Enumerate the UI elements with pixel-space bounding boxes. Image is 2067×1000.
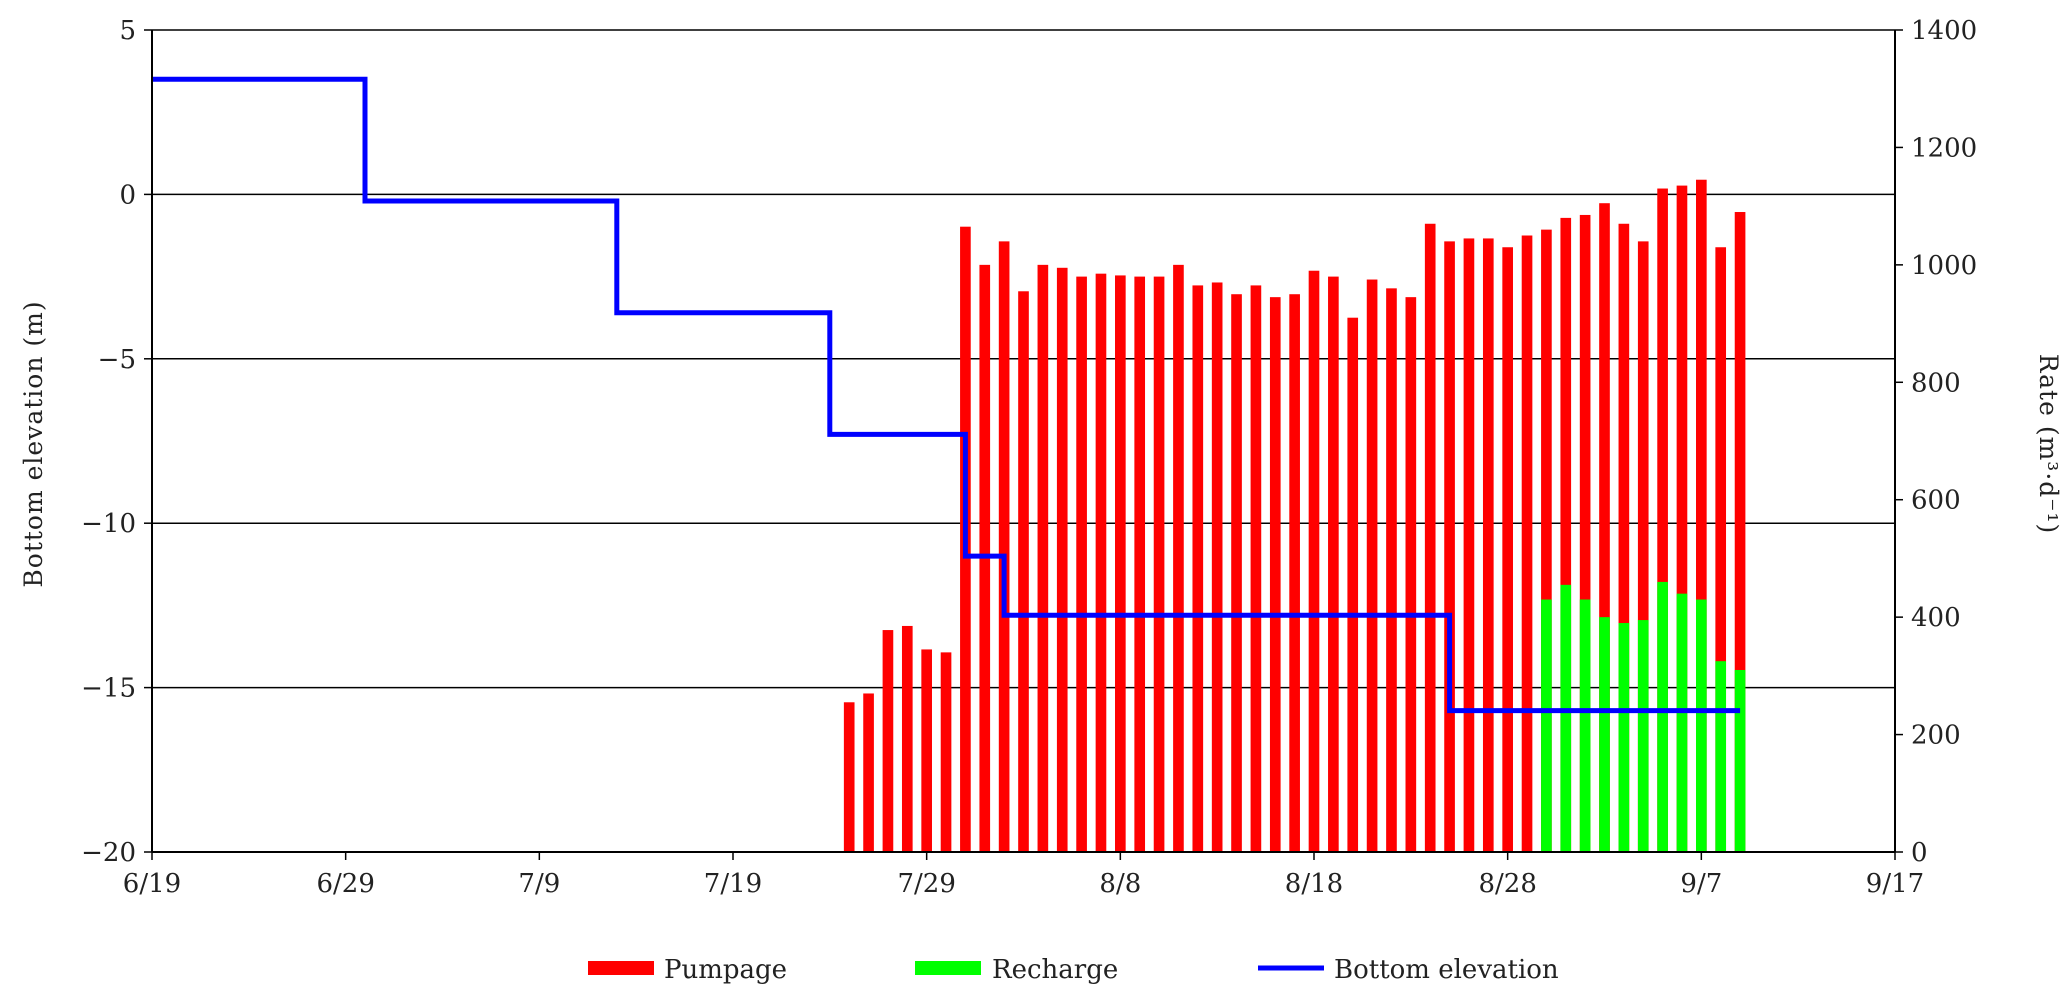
left-axis-label: Bottom elevation (m) [19, 300, 48, 587]
pumpage-bar [921, 649, 932, 852]
pumpage-bar [863, 693, 874, 852]
pumpage-bar [1676, 185, 1688, 853]
pumpage-bar [1153, 276, 1165, 853]
x-tick-label: 6/19 [123, 869, 181, 899]
recharge-bar [1599, 617, 1610, 852]
legend-swatch-recharge [915, 961, 981, 975]
pumpage-bar [1366, 279, 1378, 852]
pumpage-bar [1521, 235, 1533, 852]
x-tick-label: 7/19 [704, 869, 762, 899]
pumpage-bar [1386, 288, 1397, 852]
bottom-elevation-line [152, 76, 1741, 714]
left-tick-label: −20 [81, 838, 136, 868]
pumpage-bar [1541, 229, 1552, 853]
pumpage-bar [1560, 217, 1572, 852]
left-tick-label: −15 [81, 674, 136, 704]
x-axis-ticks: 6/19 6/29 7/9 7/19 7/29 8/8 8/18 8/28 9/7 9/17 [123, 852, 1924, 899]
pumpage-bar [1134, 276, 1146, 853]
pumpage-bar [843, 702, 855, 852]
recharge-bar [1618, 623, 1630, 852]
pumpage-bar [1211, 282, 1223, 852]
x-tick-label: 8/28 [1478, 869, 1536, 899]
recharge-bar [1560, 584, 1572, 852]
right-tick-label: 400 [1911, 603, 1961, 633]
x-tick-label: 7/29 [897, 869, 955, 899]
right-tick-label: 1400 [1911, 16, 1977, 46]
pumpage-bar [1444, 241, 1455, 852]
right-tick-label: 1200 [1911, 133, 1977, 163]
pumpage-bar [1579, 214, 1591, 852]
pumpage-bar [1734, 212, 1746, 852]
pumpage-bar [1424, 223, 1436, 852]
legend-label-pumpage: Pumpage [664, 955, 787, 985]
right-tick-label: 200 [1911, 721, 1961, 751]
pumpage-bar [1289, 294, 1300, 852]
x-tick-label: 8/8 [1099, 869, 1141, 899]
legend-label-bottom-elevation: Bottom elevation [1334, 955, 1559, 985]
pumpage-bar [1269, 297, 1281, 852]
right-axis-label: Rate (m³·d⁻¹) [2034, 354, 2063, 535]
right-axis-ticks: 1400 1200 1000 800 600 400 200 0 [1895, 16, 1977, 868]
recharge-bar [1637, 620, 1649, 852]
pumpage-bar [1328, 276, 1339, 853]
pumpage-bar [1696, 179, 1707, 852]
pumpage-bar [1250, 285, 1262, 853]
legend: Pumpage Recharge Bottom elevation [588, 955, 1559, 985]
pumpage-bar [901, 625, 913, 852]
pumpage-bar [1018, 291, 1029, 852]
pumpage-bar [1618, 223, 1630, 852]
pumpage-bar [1076, 276, 1087, 853]
pumpage-bar [1231, 294, 1242, 852]
right-tick-label: 0 [1911, 838, 1928, 868]
legend-swatch-pumpage [588, 961, 654, 975]
pumpage-bar [1115, 275, 1126, 852]
bottom-elevation-line-group [152, 76, 1741, 714]
pumpage-bar [1095, 273, 1107, 852]
recharge-bar [1657, 581, 1668, 852]
left-tick-label: −10 [81, 509, 136, 539]
left-tick-label: −5 [98, 345, 136, 375]
x-tick-label: 6/29 [316, 869, 374, 899]
pumpage-bar [1463, 238, 1475, 852]
recharge-bar [1579, 599, 1591, 852]
recharge-bar [1696, 599, 1707, 852]
bars [843, 179, 1746, 853]
right-tick-label: 1000 [1911, 251, 1977, 281]
left-tick-label: 0 [119, 180, 136, 210]
pumpage-bar [1405, 297, 1417, 852]
legend-label-recharge: Recharge [992, 955, 1118, 985]
right-tick-label: 600 [1911, 486, 1961, 516]
recharge-bar [1715, 661, 1727, 852]
pumpage-bar [1192, 285, 1204, 853]
x-tick-label: 8/18 [1285, 869, 1343, 899]
pumpage-bar [1347, 317, 1359, 852]
pumpage-bar [1482, 238, 1494, 852]
pumpage-bar [1657, 188, 1668, 852]
recharge-bar [1676, 593, 1688, 852]
pumpage-bar [1599, 203, 1610, 852]
left-tick-label: 5 [119, 16, 136, 46]
pumpage-bar [1715, 247, 1727, 852]
plot-frame [151, 30, 1896, 853]
recharge-bar [1541, 599, 1552, 852]
x-tick-label: 9/17 [1866, 869, 1924, 899]
pumpage-bar [1502, 247, 1513, 852]
x-tick-label: 7/9 [518, 869, 560, 899]
pumpage-bar [1037, 264, 1049, 852]
pumpage-bar [998, 241, 1010, 852]
pumpage-bar [1056, 267, 1068, 852]
pumpage-bar [1637, 241, 1649, 852]
left-axis-ticks: 5 0 −5 −10 −15 −20 [81, 16, 152, 868]
pumpage-bar [940, 652, 952, 852]
pumpage-bar [1173, 264, 1184, 852]
x-tick-label: 9/7 [1680, 869, 1722, 899]
pumpage-bar [1308, 270, 1320, 852]
pumpage-bar [882, 630, 894, 852]
recharge-bar [1734, 669, 1746, 852]
right-tick-label: 800 [1911, 368, 1961, 398]
